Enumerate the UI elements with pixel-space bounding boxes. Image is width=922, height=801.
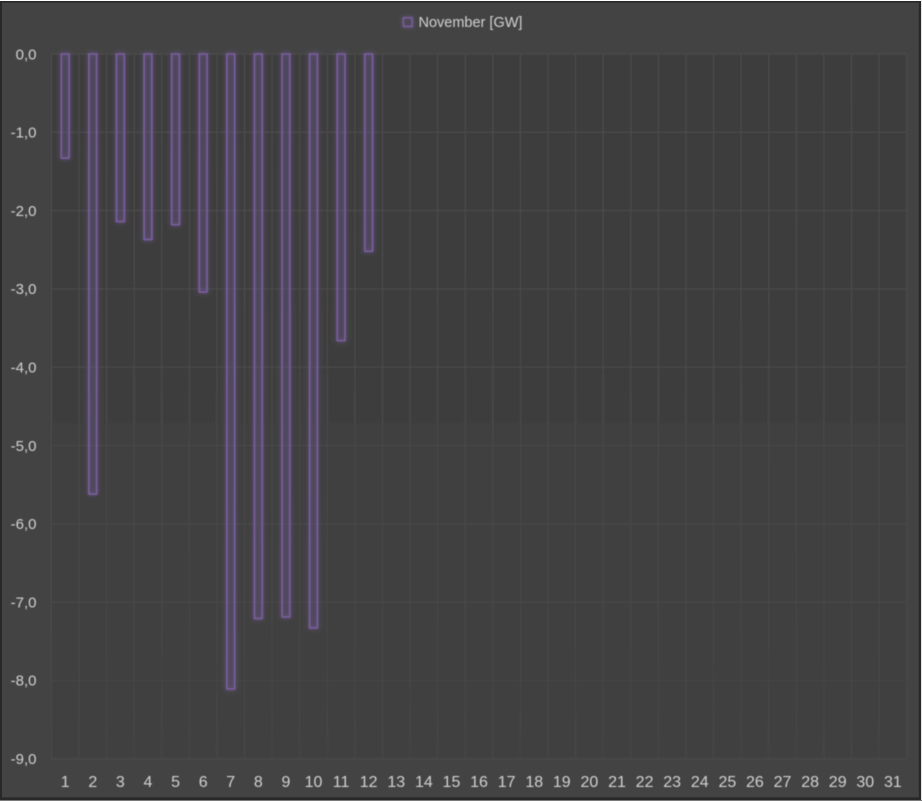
svg-text:7: 7	[226, 774, 235, 791]
svg-text:11: 11	[333, 774, 350, 791]
svg-text:-6,0: -6,0	[11, 516, 37, 533]
svg-text:28: 28	[801, 774, 819, 791]
svg-text:22: 22	[636, 774, 654, 791]
svg-text:23: 23	[663, 774, 681, 791]
svg-text:15: 15	[443, 774, 461, 791]
svg-text:16: 16	[470, 774, 488, 791]
svg-text:-2,0: -2,0	[11, 203, 37, 220]
svg-text:4: 4	[144, 774, 153, 791]
svg-text:31: 31	[884, 774, 902, 791]
svg-text:5: 5	[171, 774, 180, 791]
svg-text:-1,0: -1,0	[11, 125, 37, 142]
svg-text:November [GW]: November [GW]	[419, 15, 523, 31]
svg-text:12: 12	[360, 774, 378, 791]
svg-text:-4,0: -4,0	[11, 360, 37, 377]
svg-text:3: 3	[116, 774, 125, 791]
svg-text:0,0: 0,0	[16, 46, 37, 63]
svg-text:-7,0: -7,0	[11, 594, 37, 611]
svg-text:24: 24	[691, 774, 709, 791]
svg-text:25: 25	[718, 774, 736, 791]
svg-text:14: 14	[415, 774, 433, 791]
svg-text:8: 8	[254, 774, 263, 791]
svg-text:30: 30	[856, 774, 874, 791]
svg-text:2: 2	[88, 774, 97, 791]
svg-text:26: 26	[746, 774, 764, 791]
svg-text:1: 1	[61, 774, 70, 791]
svg-text:29: 29	[829, 774, 847, 791]
svg-text:6: 6	[199, 774, 208, 791]
svg-text:17: 17	[498, 774, 516, 791]
svg-text:19: 19	[553, 774, 571, 791]
svg-text:-9,0: -9,0	[11, 751, 37, 768]
svg-text:20: 20	[581, 774, 599, 791]
svg-text:13: 13	[387, 774, 405, 791]
svg-text:-8,0: -8,0	[11, 673, 37, 690]
svg-text:9: 9	[281, 774, 290, 791]
svg-text:-5,0: -5,0	[11, 438, 37, 455]
svg-text:27: 27	[774, 774, 792, 791]
svg-text:18: 18	[525, 774, 543, 791]
svg-text:-3,0: -3,0	[11, 281, 37, 298]
svg-text:10: 10	[305, 774, 323, 791]
svg-text:21: 21	[608, 774, 626, 791]
